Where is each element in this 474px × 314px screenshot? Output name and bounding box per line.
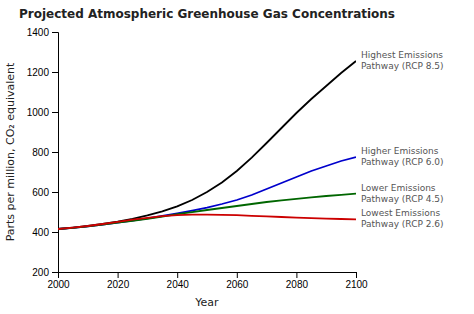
annotation-line: Higher Emissions — [361, 146, 439, 156]
x-tick-mark — [118, 272, 119, 278]
y-tick: 600 — [32, 187, 58, 198]
x-tick-label: 2060 — [226, 279, 249, 290]
annotation: Lower EmissionsPathway (RCP 4.5) — [361, 183, 444, 204]
annotation-line: Lowest Emissions — [361, 208, 440, 218]
x-axis: 2000 2020 2040 2060 2080 2100 — [47, 272, 368, 290]
x-tick-label: 2080 — [286, 279, 309, 290]
series-line — [58, 215, 356, 229]
y-tick: 1400 — [27, 27, 58, 38]
y-tick-mark — [52, 72, 58, 73]
y-tick: 200 — [32, 267, 58, 278]
title: Projected Atmospheric Greenhouse Gas Con… — [19, 7, 395, 21]
x-tick-label: 2000 — [47, 279, 70, 290]
y-tick-label: 1400 — [27, 27, 50, 38]
x-tick: 2100 — [345, 272, 368, 290]
x-tick: 2040 — [167, 272, 190, 290]
y-tick-mark — [52, 272, 58, 273]
y-tick-mark — [52, 112, 58, 113]
annotation: Highest EmissionsPathway (RCP 8.5) — [361, 50, 444, 71]
y-tick-label: 600 — [32, 187, 49, 198]
annotation-line: Pathway (RCP 4.5) — [361, 194, 444, 204]
y-tick-mark — [52, 152, 58, 153]
annotations: Highest EmissionsPathway (RCP 8.5) Higher… — [361, 50, 444, 229]
x-tick: 2060 — [226, 272, 249, 290]
lines — [58, 61, 356, 229]
y-tick-label: 1000 — [27, 107, 50, 118]
x-axis-title: Year — [194, 296, 219, 309]
series-line — [58, 61, 356, 229]
y-axis-line — [52, 33, 59, 273]
x-tick: 2080 — [286, 272, 309, 290]
y-axis-title: Parts per million, CO₂ equivalent — [4, 62, 17, 241]
annotation: Lowest EmissionsPathway (RCP 2.6) — [361, 208, 444, 229]
x-axis-line — [59, 273, 357, 279]
series-line — [58, 194, 356, 229]
annotation-line: Pathway (RCP 2.6) — [361, 219, 444, 229]
annotation-line: Lower Emissions — [361, 183, 436, 193]
annotation-line: Pathway (RCP 8.5) — [361, 61, 444, 71]
y-tick: 1200 — [27, 67, 58, 78]
x-tick-label: 2040 — [167, 279, 190, 290]
y-tick: 800 — [32, 147, 58, 158]
y-axis: 200 400 600 800 1000 1200 1400 — [27, 27, 59, 278]
x-tick-mark — [177, 272, 178, 278]
x-tick: 2000 — [47, 272, 70, 290]
x-tick: 2020 — [107, 272, 130, 290]
y-tick-label: 1200 — [27, 67, 50, 78]
series-line — [58, 157, 356, 229]
annotation: Higher EmissionsPathway (RCP 6.0) — [361, 146, 444, 167]
chart: 2000 2020 2040 2060 2080 2100 200 400 600 800 1000… — [0, 0, 474, 314]
plot-area: 2000 2020 2040 2060 2080 2100 200 400 600 800 1000… — [27, 27, 444, 290]
x-tick-mark — [237, 272, 238, 278]
annotation-line: Pathway (RCP 6.0) — [361, 157, 444, 167]
y-tick-label: 200 — [32, 267, 49, 278]
x-tick-mark — [296, 272, 297, 278]
y-tick-mark — [52, 32, 58, 33]
y-tick: 1000 — [27, 107, 58, 118]
y-tick-mark — [52, 232, 58, 233]
annotation-line: Highest Emissions — [361, 50, 443, 60]
x-tick-mark — [356, 272, 357, 278]
y-tick-label: 800 — [32, 147, 49, 158]
x-tick-label: 2100 — [345, 279, 368, 290]
x-tick-label: 2020 — [107, 279, 130, 290]
y-tick-mark — [52, 192, 58, 193]
y-tick: 400 — [32, 227, 58, 238]
y-tick-label: 400 — [32, 227, 49, 238]
